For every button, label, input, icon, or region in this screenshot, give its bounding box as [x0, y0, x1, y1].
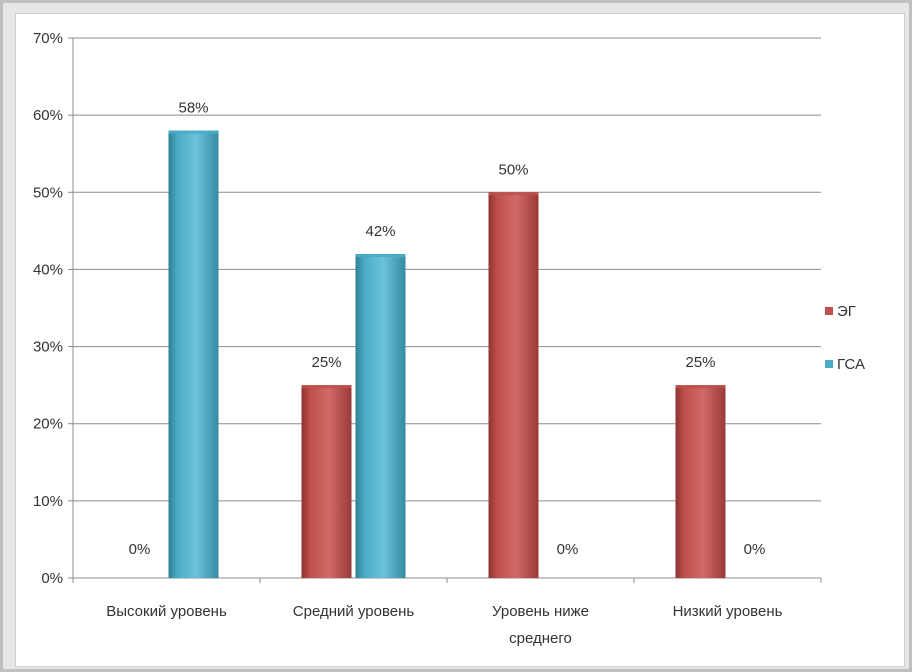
data-label: 42%	[365, 223, 395, 240]
bar-cap	[301, 385, 352, 389]
legend-swatch	[825, 307, 833, 315]
legend-label: ГСА	[837, 356, 865, 373]
y-tick-label: 20%	[33, 416, 63, 433]
bar-cap	[488, 192, 539, 196]
legend: ЭГ ГСА	[825, 303, 865, 373]
y-tick-label: 0%	[41, 570, 63, 587]
x-category-label: Уровень ниже	[492, 603, 589, 620]
y-tick-label: 10%	[33, 493, 63, 510]
legend-label: ЭГ	[837, 303, 856, 320]
data-label: 50%	[498, 161, 528, 178]
bar-chart: 0% 10% 20% 30% 40% 50% 60% 70% 0% 58% Высокий уров…	[33, 30, 865, 647]
bar-gsa	[168, 130, 219, 579]
x-category-label: Высокий уровень	[106, 603, 227, 620]
bars	[168, 130, 726, 579]
bar-cap	[675, 385, 726, 389]
bar-eg	[675, 385, 726, 578]
y-tick-label: 60%	[33, 107, 63, 124]
bar-gsa	[355, 254, 406, 578]
y-tick-label: 30%	[33, 339, 63, 356]
data-label: 25%	[311, 354, 341, 371]
y-tick-label: 70%	[33, 30, 63, 47]
x-category-label: Средний уровень	[293, 603, 415, 620]
labels: 0% 10% 20% 30% 40% 50% 60% 70% 0% 58% Высокий уров…	[33, 30, 783, 647]
bar-cap	[355, 254, 406, 257]
data-label: 0%	[744, 541, 766, 558]
data-label: 0%	[557, 541, 579, 558]
y-tick-label: 40%	[33, 261, 63, 278]
bar-cap	[168, 130, 219, 134]
y-tick-label: 50%	[33, 184, 63, 201]
data-label: 0%	[129, 541, 151, 558]
data-label: 58%	[178, 100, 208, 117]
chart-panel: 0% 10% 20% 30% 40% 50% 60% 70% 0% 58% Высокий уров…	[15, 13, 905, 667]
x-category-label: Низкий уровень	[673, 603, 783, 620]
data-label: 25%	[685, 354, 715, 371]
legend-swatch	[825, 360, 833, 368]
bar-eg	[301, 385, 352, 578]
x-category-label: среднего	[509, 630, 572, 647]
bar-eg	[488, 192, 539, 579]
